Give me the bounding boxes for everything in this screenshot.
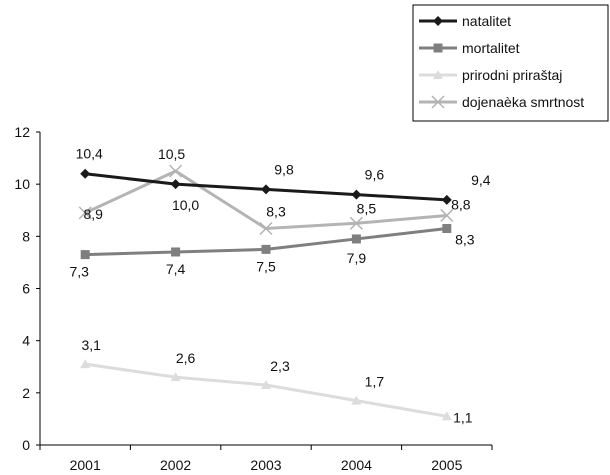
legend-label: prirodni priraštaj [462, 67, 562, 83]
series-3 [78, 164, 454, 236]
data-label: 10,4 [76, 146, 103, 162]
data-label: 8,3 [455, 232, 475, 248]
x-marker-stroke [169, 164, 183, 178]
data-point [78, 206, 92, 220]
data-label: 8,9 [83, 206, 103, 222]
x-tick-label: 2001 [70, 457, 101, 473]
data-point [440, 208, 454, 222]
data-label: 9,6 [365, 167, 385, 183]
x-marker-stroke [349, 216, 363, 230]
data-point [349, 216, 363, 230]
x-tick-label: 2004 [341, 457, 372, 473]
data-label: 10,5 [158, 146, 185, 162]
data-label: 9,4 [471, 172, 491, 188]
data-label: 8,3 [266, 204, 286, 220]
data-point [441, 411, 452, 421]
data-label: 7,3 [69, 264, 89, 280]
legend-label: dojenaèka smrtnost [462, 94, 584, 110]
data-label: 1,1 [453, 409, 473, 425]
y-tick-label: 8 [22, 228, 30, 244]
data-point [80, 359, 91, 369]
legend: natalitet mortalitet prirodni priraštaj doj… [412, 4, 609, 122]
data-label: 10,0 [172, 197, 199, 213]
y-tick-label: 2 [22, 385, 30, 401]
y-tick-label: 6 [22, 281, 30, 297]
x-marker-stroke [78, 206, 92, 220]
data-labels-layer: 10,4 10,0 9,8 9,6 9,4 7,3 7,4 7,5 7,9 8,3 3,1 2,6 2,… [69, 146, 490, 426]
data-point [259, 221, 273, 236]
legend-swatch-marker [431, 95, 445, 109]
data-label: 2,6 [176, 350, 196, 366]
series-layer [78, 164, 454, 421]
data-label: 7,4 [166, 261, 186, 277]
x-marker-stroke [259, 221, 273, 236]
data-point [169, 164, 183, 178]
x-marker-stroke [431, 95, 445, 109]
data-label: 8,8 [451, 196, 471, 212]
data-label: 7,9 [347, 250, 367, 266]
data-label: 2,3 [270, 358, 290, 374]
series-1 [80, 224, 452, 260]
x-tick-label: 2003 [250, 457, 281, 473]
y-tick-label: 10 [14, 176, 30, 192]
data-label: 8,5 [357, 200, 377, 216]
legend-label: natalitet [462, 13, 511, 29]
legend-entry: mortalitet [419, 40, 520, 56]
data-point [261, 184, 271, 195]
data-point [351, 189, 362, 200]
axes: 0 2 4 6 8 10 12 2001 2002 2003 2004 2005 [14, 124, 493, 473]
legend-entry: dojenaèka smrtnost [419, 94, 584, 110]
y-tick-label: 12 [14, 124, 30, 140]
data-point [171, 247, 181, 257]
data-point [80, 250, 90, 260]
data-point [261, 380, 271, 390]
legend-swatch-marker [433, 16, 443, 26]
data-point [442, 224, 452, 234]
series-2 [80, 359, 452, 421]
data-point [351, 234, 361, 244]
x-tick-label: 2005 [431, 457, 462, 473]
data-point [170, 372, 181, 382]
legend-entry: natalitet [419, 13, 511, 29]
data-point [441, 194, 452, 205]
x-tick-label: 2002 [160, 457, 191, 473]
data-point [351, 395, 362, 405]
data-point [261, 244, 271, 254]
y-tick-label: 0 [22, 437, 30, 453]
legend-swatch-marker [433, 43, 443, 53]
data-label: 1,7 [365, 374, 385, 390]
data-label: 9,8 [274, 161, 294, 177]
y-tick-label: 4 [22, 333, 30, 349]
legend-label: mortalitet [462, 40, 520, 56]
legend-entry: prirodni priraštaj [419, 67, 562, 83]
data-point [170, 179, 181, 190]
data-label: 3,1 [81, 337, 101, 353]
series-line [84, 362, 448, 418]
series-0 [80, 168, 452, 205]
x-marker-stroke [440, 208, 454, 222]
data-point [80, 168, 91, 179]
legend-swatch-marker [433, 70, 443, 79]
data-label: 7,5 [256, 258, 276, 274]
